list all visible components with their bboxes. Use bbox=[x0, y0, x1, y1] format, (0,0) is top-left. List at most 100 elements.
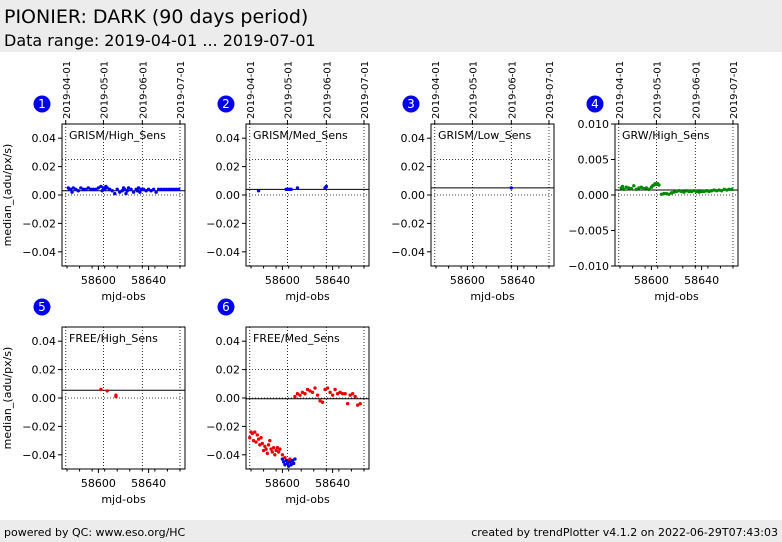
data-point bbox=[263, 444, 267, 448]
data-point bbox=[323, 387, 327, 392]
data-point bbox=[253, 430, 257, 434]
data-point bbox=[250, 431, 254, 436]
panel-index-badge bbox=[402, 95, 420, 113]
data-point bbox=[105, 186, 109, 190]
data-point bbox=[629, 186, 634, 191]
data-point bbox=[273, 453, 277, 457]
data-point bbox=[288, 457, 292, 461]
data-point bbox=[280, 457, 285, 461]
data-point bbox=[300, 390, 305, 395]
y-axis-label: median_(adu/px/s) bbox=[1, 144, 14, 247]
data-point bbox=[293, 394, 297, 399]
date-tick-label: 2019-07-01 bbox=[729, 61, 740, 119]
data-point bbox=[174, 187, 178, 192]
data-point bbox=[271, 446, 276, 450]
date-tick-label: 2019-05-01 bbox=[283, 61, 294, 119]
data-point bbox=[338, 390, 342, 395]
x-axis-label: mjd-obs bbox=[654, 290, 699, 303]
data-point bbox=[315, 393, 320, 397]
x-tick-label: 58640 bbox=[315, 274, 350, 287]
panel-index-number: 6 bbox=[222, 300, 230, 314]
y-tick-label: −0.04 bbox=[22, 449, 56, 462]
chart-panel-5: FREE/High_Sens −0.04 −0.02 0.00 0.02 0.04 5860… bbox=[1, 298, 186, 506]
data-point bbox=[303, 392, 307, 396]
data-point bbox=[276, 450, 281, 454]
data-point bbox=[102, 187, 107, 192]
data-point bbox=[81, 187, 86, 192]
data-point bbox=[113, 191, 117, 196]
data-point bbox=[330, 393, 335, 397]
data-point bbox=[84, 187, 88, 192]
panel-index-badge bbox=[33, 95, 51, 113]
data-point bbox=[310, 390, 315, 395]
data-point bbox=[118, 190, 122, 194]
data-point bbox=[285, 461, 290, 466]
data-point bbox=[86, 186, 91, 190]
data-point bbox=[99, 387, 103, 392]
panel-label: FREE/Med_Sens bbox=[253, 332, 340, 345]
y-tick-label: −0.010 bbox=[568, 260, 609, 273]
data-point bbox=[335, 392, 340, 396]
data-point bbox=[265, 451, 270, 456]
data-point bbox=[91, 187, 96, 192]
data-point bbox=[289, 187, 293, 192]
data-point bbox=[161, 187, 166, 192]
data-point bbox=[289, 463, 293, 467]
y-tick-label: −0.04 bbox=[206, 246, 240, 259]
data-point bbox=[172, 187, 176, 192]
panel-index-number: 3 bbox=[407, 97, 415, 111]
chart-panel-1: GRISM/High_Sens −0.04 −0.02 0.00 0.02 0.04 586… bbox=[1, 61, 187, 303]
data-point bbox=[662, 191, 666, 196]
data-point bbox=[328, 390, 332, 395]
y-tick-label: −0.02 bbox=[206, 217, 240, 230]
x-axis-label: mjd-obs bbox=[285, 493, 330, 506]
data-point bbox=[123, 187, 127, 192]
y-tick-label: 0.04 bbox=[216, 335, 241, 348]
x-axis-label: mjd-obs bbox=[101, 290, 146, 303]
footer-created-by: created by trendPlotter v4.1.2 on 2022-0… bbox=[471, 526, 778, 539]
data-point bbox=[177, 187, 181, 192]
y-tick-label: 0.04 bbox=[32, 132, 57, 145]
data-point bbox=[622, 187, 626, 192]
data-point bbox=[138, 190, 142, 194]
data-point bbox=[318, 399, 322, 403]
data-point bbox=[356, 403, 360, 407]
data-point bbox=[324, 184, 329, 189]
x-tick-label: 58600 bbox=[634, 274, 669, 287]
data-point bbox=[154, 190, 158, 194]
y-tick-label: −0.02 bbox=[22, 217, 56, 230]
data-point bbox=[270, 450, 275, 454]
data-point bbox=[269, 447, 273, 451]
data-point bbox=[509, 186, 514, 190]
y-tick-label: 0.02 bbox=[216, 364, 241, 377]
data-point bbox=[634, 187, 639, 192]
y-tick-label: −0.02 bbox=[391, 217, 425, 230]
x-tick-label: 58600 bbox=[265, 477, 300, 490]
y-tick-label: −0.005 bbox=[568, 225, 609, 238]
data-point bbox=[149, 189, 153, 193]
panel-index-number: 1 bbox=[38, 97, 46, 111]
y-tick-label: 0.00 bbox=[401, 189, 426, 202]
y-tick-label: 0.04 bbox=[216, 132, 241, 145]
data-point bbox=[146, 187, 151, 192]
data-point bbox=[96, 186, 101, 190]
chart-panel-4: GRW/High_Sens −0.010 −0.005 0.000 0.005 0.010… bbox=[568, 61, 740, 303]
data-point bbox=[136, 186, 141, 190]
data-point bbox=[632, 184, 636, 188]
x-tick-label: 58600 bbox=[81, 477, 116, 490]
data-point bbox=[120, 189, 124, 193]
chart-panel-3: GRISM/Low_Sens −0.04 −0.02 0.00 0.02 0.04 5860… bbox=[391, 61, 556, 303]
data-point bbox=[89, 187, 93, 192]
y-tick-label: 0.00 bbox=[216, 392, 241, 405]
data-point bbox=[284, 187, 288, 192]
page-subtitle: Data range: 2019-04-01 ... 2019-07-01 bbox=[4, 31, 316, 50]
date-tick-label: 2019-06-01 bbox=[138, 61, 149, 119]
data-point bbox=[70, 190, 74, 194]
panel-label: FREE/High_Sens bbox=[69, 332, 158, 345]
data-point bbox=[251, 438, 256, 443]
data-point bbox=[135, 189, 140, 193]
panel-label: GRW/High_Sens bbox=[622, 129, 710, 142]
data-point bbox=[340, 392, 345, 396]
y-tick-label: −0.04 bbox=[391, 246, 425, 259]
x-axis-label: mjd-obs bbox=[470, 290, 515, 303]
